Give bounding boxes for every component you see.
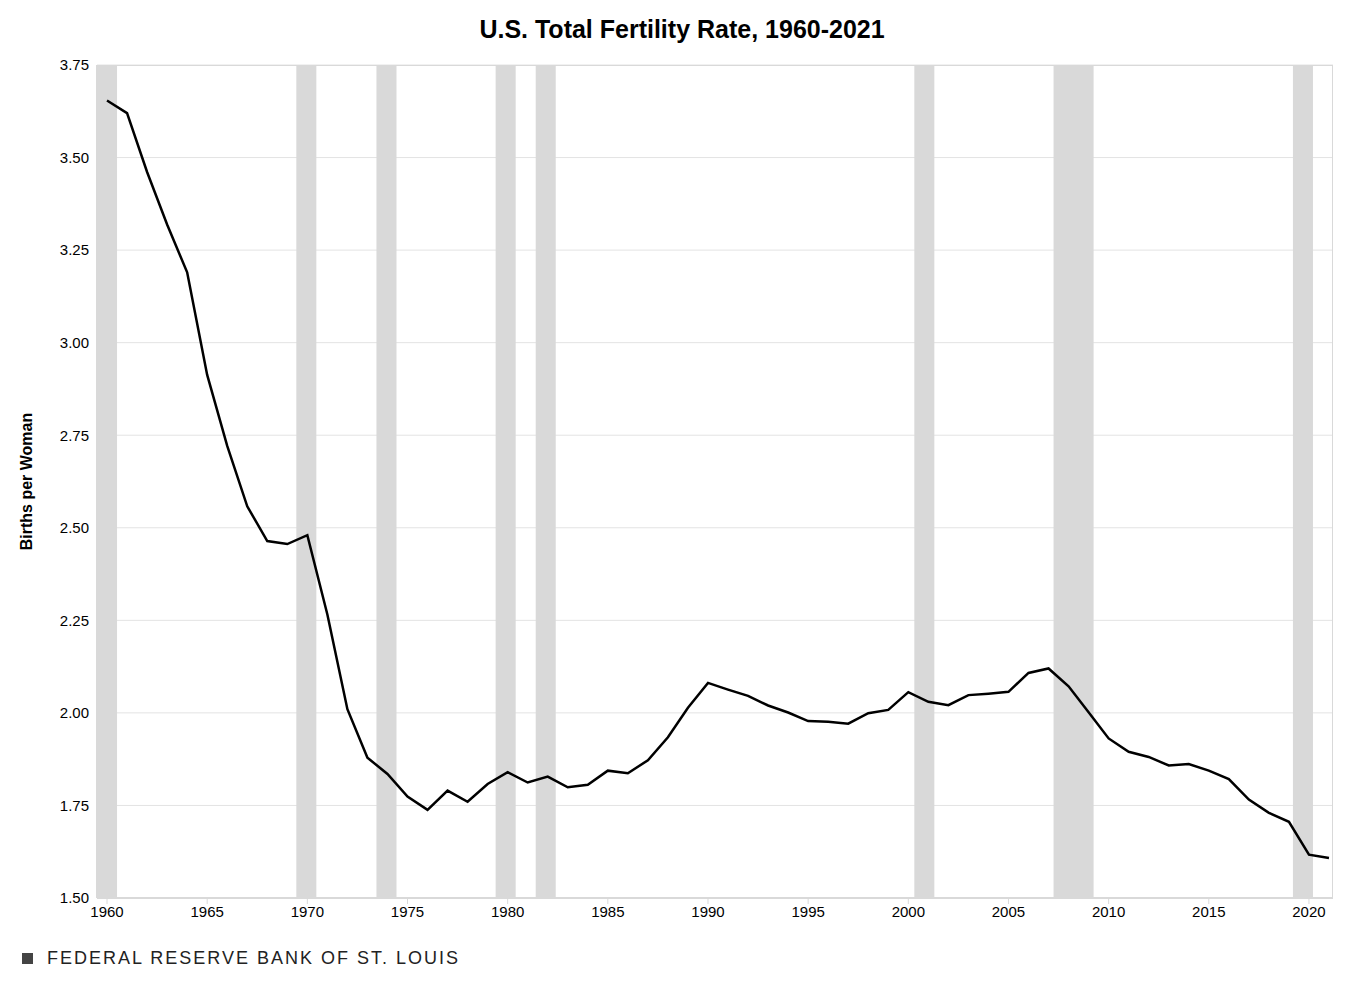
svg-text:3.25: 3.25 (60, 241, 89, 258)
svg-text:1990: 1990 (691, 903, 724, 920)
svg-text:2015: 2015 (1192, 903, 1225, 920)
svg-text:1.50: 1.50 (60, 889, 89, 906)
svg-text:2.00: 2.00 (60, 704, 89, 721)
svg-text:1980: 1980 (491, 903, 524, 920)
svg-text:2005: 2005 (992, 903, 1025, 920)
svg-text:Births per Woman: Births per Woman (18, 413, 35, 551)
svg-text:3.75: 3.75 (60, 56, 89, 73)
svg-text:1.75: 1.75 (60, 797, 89, 814)
svg-text:1970: 1970 (291, 903, 324, 920)
svg-text:2000: 2000 (892, 903, 925, 920)
svg-text:2010: 2010 (1092, 903, 1125, 920)
html-text:U.S. Total Fertility Rate, 196: U.S. Total Fertility Rate, 1960-2021 (479, 15, 885, 43)
svg-text:3.50: 3.50 (60, 149, 89, 166)
svg-text:2.75: 2.75 (60, 427, 89, 444)
svg-text:1985: 1985 (591, 903, 624, 920)
svg-text:1995: 1995 (791, 903, 824, 920)
html-text:FEDERAL RESERVE BANK OF ST. LO: FEDERAL RESERVE BANK OF ST. LOUIS (47, 948, 461, 968)
svg-text:1965: 1965 (190, 903, 223, 920)
svg-text:2.50: 2.50 (60, 519, 89, 536)
svg-text:2020: 2020 (1292, 903, 1325, 920)
svg-text:2.25: 2.25 (60, 612, 89, 629)
svg-text:1960: 1960 (90, 903, 123, 920)
svg-text:3.00: 3.00 (60, 334, 89, 351)
svg-text:1975: 1975 (391, 903, 424, 920)
